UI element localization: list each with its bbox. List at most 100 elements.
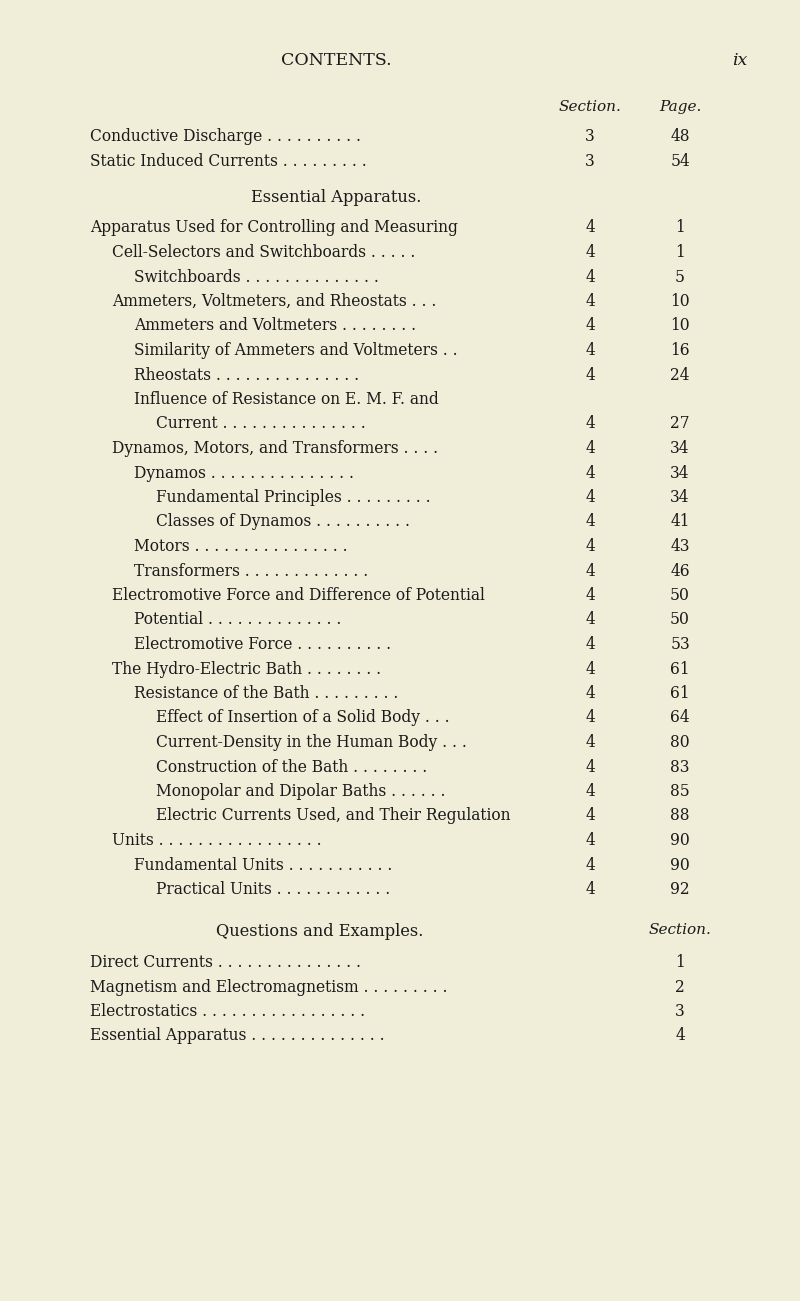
Text: 4: 4	[585, 293, 595, 310]
Text: 4: 4	[585, 661, 595, 678]
Text: 24: 24	[670, 367, 690, 384]
Text: 4: 4	[585, 562, 595, 579]
Text: Monopolar and Dipolar Baths . . . . . .: Monopolar and Dipolar Baths . . . . . .	[156, 783, 446, 800]
Text: Magnetism and Electromagnetism . . . . . . . . .: Magnetism and Electromagnetism . . . . .…	[90, 978, 447, 995]
Text: 88: 88	[670, 808, 690, 825]
Text: Influence of Resistance on E. M. F. and: Influence of Resistance on E. M. F. and	[134, 392, 438, 409]
Text: 27: 27	[670, 415, 690, 432]
Text: Similarity of Ammeters and Voltmeters . .: Similarity of Ammeters and Voltmeters . …	[134, 342, 458, 359]
Text: Page.: Page.	[659, 100, 701, 114]
Text: Practical Units . . . . . . . . . . . .: Practical Units . . . . . . . . . . . .	[156, 881, 390, 898]
Text: 61: 61	[670, 686, 690, 703]
Text: 90: 90	[670, 833, 690, 850]
Text: 48: 48	[670, 127, 690, 144]
Text: 4: 4	[585, 367, 595, 384]
Text: 90: 90	[670, 856, 690, 873]
Text: 4: 4	[585, 539, 595, 556]
Text: 1: 1	[675, 954, 685, 971]
Text: 4: 4	[585, 881, 595, 898]
Text: 4: 4	[585, 856, 595, 873]
Text: 34: 34	[670, 489, 690, 506]
Text: 4: 4	[585, 783, 595, 800]
Text: Electrostatics . . . . . . . . . . . . . . . . .: Electrostatics . . . . . . . . . . . . .…	[90, 1003, 365, 1020]
Text: 34: 34	[670, 440, 690, 457]
Text: 50: 50	[670, 587, 690, 604]
Text: 4: 4	[585, 415, 595, 432]
Text: Resistance of the Bath . . . . . . . . .: Resistance of the Bath . . . . . . . . .	[134, 686, 398, 703]
Text: Apparatus Used for Controlling and Measuring: Apparatus Used for Controlling and Measu…	[90, 220, 458, 237]
Text: 4: 4	[585, 709, 595, 726]
Text: Conductive Discharge . . . . . . . . . .: Conductive Discharge . . . . . . . . . .	[90, 127, 361, 144]
Text: 92: 92	[670, 881, 690, 898]
Text: Fundamental Units . . . . . . . . . . .: Fundamental Units . . . . . . . . . . .	[134, 856, 392, 873]
Text: 4: 4	[585, 245, 595, 262]
Text: 53: 53	[670, 636, 690, 653]
Text: Cell-Selectors and Switchboards . . . . .: Cell-Selectors and Switchboards . . . . …	[112, 245, 415, 262]
Text: Rheostats . . . . . . . . . . . . . . .: Rheostats . . . . . . . . . . . . . . .	[134, 367, 359, 384]
Text: ix: ix	[732, 52, 747, 69]
Text: 4: 4	[585, 464, 595, 481]
Text: Electromotive Force . . . . . . . . . .: Electromotive Force . . . . . . . . . .	[134, 636, 391, 653]
Text: Motors . . . . . . . . . . . . . . . .: Motors . . . . . . . . . . . . . . . .	[134, 539, 348, 556]
Text: 4: 4	[585, 489, 595, 506]
Text: 4: 4	[585, 514, 595, 531]
Text: 50: 50	[670, 611, 690, 628]
Text: 43: 43	[670, 539, 690, 556]
Text: Essential Apparatus . . . . . . . . . . . . . .: Essential Apparatus . . . . . . . . . . …	[90, 1028, 385, 1045]
Text: 4: 4	[585, 833, 595, 850]
Text: Effect of Insertion of a Solid Body . . .: Effect of Insertion of a Solid Body . . …	[156, 709, 450, 726]
Text: 16: 16	[670, 342, 690, 359]
Text: 46: 46	[670, 562, 690, 579]
Text: 4: 4	[585, 808, 595, 825]
Text: 10: 10	[670, 317, 690, 334]
Text: Classes of Dynamos . . . . . . . . . .: Classes of Dynamos . . . . . . . . . .	[156, 514, 410, 531]
Text: Questions and Examples.: Questions and Examples.	[216, 924, 424, 941]
Text: Electric Currents Used, and Their Regulation: Electric Currents Used, and Their Regula…	[156, 808, 510, 825]
Text: 61: 61	[670, 661, 690, 678]
Text: CONTENTS.: CONTENTS.	[281, 52, 391, 69]
Text: 4: 4	[585, 342, 595, 359]
Text: Switchboards . . . . . . . . . . . . . .: Switchboards . . . . . . . . . . . . . .	[134, 268, 379, 285]
Text: 4: 4	[585, 440, 595, 457]
Text: Transformers . . . . . . . . . . . . .: Transformers . . . . . . . . . . . . .	[134, 562, 368, 579]
Text: The Hydro-Electric Bath . . . . . . . .: The Hydro-Electric Bath . . . . . . . .	[112, 661, 381, 678]
Text: 10: 10	[670, 293, 690, 310]
Text: Ammeters, Voltmeters, and Rheostats . . .: Ammeters, Voltmeters, and Rheostats . . …	[112, 293, 436, 310]
Text: 3: 3	[585, 127, 595, 144]
Text: Current-Density in the Human Body . . .: Current-Density in the Human Body . . .	[156, 734, 467, 751]
Text: Dynamos . . . . . . . . . . . . . . .: Dynamos . . . . . . . . . . . . . . .	[134, 464, 354, 481]
Text: 83: 83	[670, 758, 690, 775]
Text: 3: 3	[585, 152, 595, 169]
Text: Section.: Section.	[649, 924, 711, 938]
Text: 4: 4	[585, 636, 595, 653]
Text: 1: 1	[675, 245, 685, 262]
Text: 4: 4	[585, 611, 595, 628]
Text: 5: 5	[675, 268, 685, 285]
Text: 4: 4	[585, 758, 595, 775]
Text: 80: 80	[670, 734, 690, 751]
Text: 4: 4	[585, 220, 595, 237]
Text: Fundamental Principles . . . . . . . . .: Fundamental Principles . . . . . . . . .	[156, 489, 430, 506]
Text: 4: 4	[585, 317, 595, 334]
Text: Dynamos, Motors, and Transformers . . . .: Dynamos, Motors, and Transformers . . . …	[112, 440, 438, 457]
Text: 1: 1	[675, 220, 685, 237]
Text: Potential . . . . . . . . . . . . . .: Potential . . . . . . . . . . . . . .	[134, 611, 342, 628]
Text: Essential Apparatus.: Essential Apparatus.	[251, 189, 421, 206]
Text: 64: 64	[670, 709, 690, 726]
Text: 41: 41	[670, 514, 690, 531]
Text: 4: 4	[675, 1028, 685, 1045]
Text: Direct Currents . . . . . . . . . . . . . . .: Direct Currents . . . . . . . . . . . . …	[90, 954, 361, 971]
Text: Electromotive Force and Difference of Potential: Electromotive Force and Difference of Po…	[112, 587, 485, 604]
Text: Ammeters and Voltmeters . . . . . . . .: Ammeters and Voltmeters . . . . . . . .	[134, 317, 416, 334]
Text: Section.: Section.	[558, 100, 622, 114]
Text: Static Induced Currents . . . . . . . . .: Static Induced Currents . . . . . . . . …	[90, 152, 366, 169]
Text: 2: 2	[675, 978, 685, 995]
Text: Units . . . . . . . . . . . . . . . . .: Units . . . . . . . . . . . . . . . . .	[112, 833, 322, 850]
Text: 54: 54	[670, 152, 690, 169]
Text: 4: 4	[585, 734, 595, 751]
Text: 4: 4	[585, 587, 595, 604]
Text: 3: 3	[675, 1003, 685, 1020]
Text: Current . . . . . . . . . . . . . . .: Current . . . . . . . . . . . . . . .	[156, 415, 366, 432]
Text: 34: 34	[670, 464, 690, 481]
Text: 85: 85	[670, 783, 690, 800]
